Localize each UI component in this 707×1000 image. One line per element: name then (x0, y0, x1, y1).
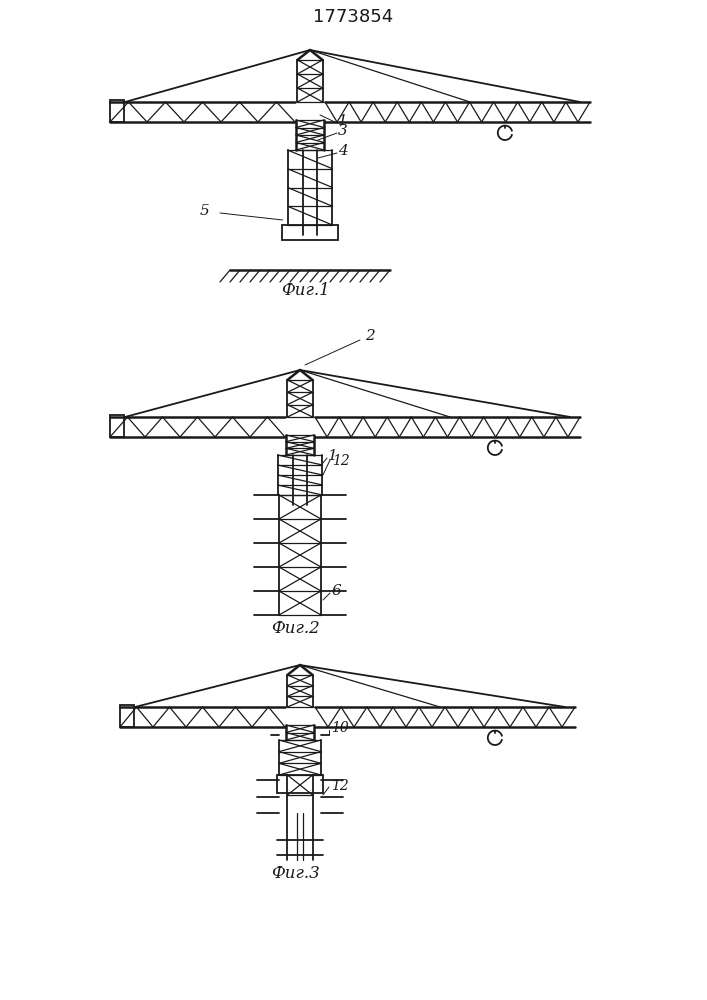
Bar (277, 775, 323, 793)
Text: 1: 1 (338, 114, 348, 128)
Text: 4: 4 (338, 144, 348, 158)
Text: Фиг.1: Фиг.1 (281, 282, 329, 299)
Bar (120, 705, 134, 727)
Text: 12: 12 (331, 779, 349, 793)
Text: 1773854: 1773854 (313, 8, 393, 26)
Bar (282, 225, 338, 240)
Bar (110, 415, 124, 437)
Text: 5: 5 (200, 204, 210, 218)
Text: Фиг.2: Фиг.2 (271, 620, 320, 637)
Text: 6: 6 (332, 584, 341, 598)
Bar (110, 100, 124, 122)
Text: 10: 10 (331, 721, 349, 735)
Text: 3: 3 (338, 124, 348, 138)
Text: Фиг.3: Фиг.3 (271, 865, 320, 882)
Text: 2: 2 (365, 329, 375, 343)
Text: 12: 12 (332, 454, 350, 468)
Text: 1: 1 (328, 449, 338, 463)
